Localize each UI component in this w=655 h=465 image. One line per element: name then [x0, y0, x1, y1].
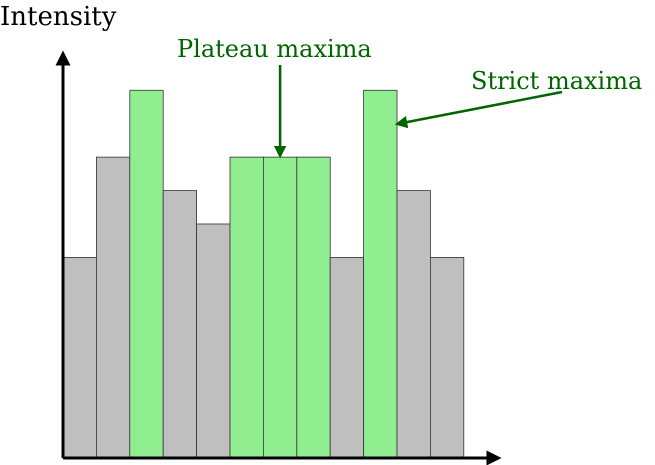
bar-10: [363, 89, 398, 459]
annotations-group: Plateau maxima Strict maxima: [177, 35, 642, 159]
bar-3: [129, 89, 164, 459]
annotation-plateau-label: Plateau maxima: [177, 35, 372, 63]
bar-1: [62, 257, 97, 459]
annotation-strict-label: Strict maxima: [471, 67, 642, 95]
bar-6: [229, 156, 264, 459]
bar-2: [96, 156, 131, 459]
annotation-strict-arrow: [394, 90, 563, 129]
bar-5: [196, 223, 231, 459]
bar-4: [162, 190, 197, 459]
bar-8: [296, 156, 331, 459]
bar-9: [329, 257, 365, 459]
y-axis-label: Intensity: [0, 2, 117, 32]
bar-12: [429, 257, 465, 459]
bars-group: [62, 89, 465, 459]
bar-11: [396, 190, 431, 459]
bar-7: [262, 156, 298, 459]
